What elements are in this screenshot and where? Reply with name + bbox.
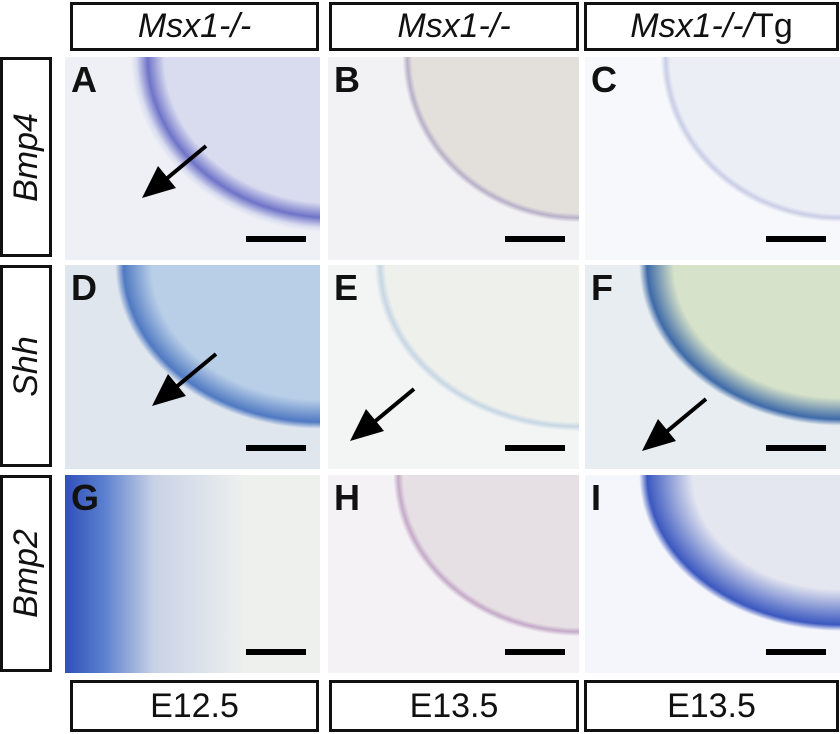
arrow-icon [642, 397, 708, 451]
genotype-label: Msx1-/- [137, 7, 252, 45]
transgene-label: Tg [753, 7, 793, 45]
gene-label: Bmp4 [6, 112, 45, 202]
panel-letter: E [334, 267, 359, 308]
scale-bar [766, 445, 826, 451]
scale-bar [246, 445, 306, 451]
scale-bar [505, 649, 565, 655]
column-header-1: Msx1-/- [70, 2, 319, 51]
panel-letter: I [591, 477, 602, 518]
genotype-label: Msx1-/-/ [630, 7, 754, 45]
gene-label: Shh [6, 335, 45, 397]
row-label-bmp4: Bmp4 [0, 57, 52, 257]
micrograph-panel: H [328, 475, 579, 673]
micrograph-panel: C [585, 57, 840, 260]
panel-letter: H [334, 477, 360, 518]
scale-bar [766, 649, 826, 655]
stage-label: E13.5 [667, 686, 756, 725]
scale-bar [766, 236, 826, 242]
scale-bar [505, 236, 565, 242]
arrow-icon [142, 144, 208, 198]
column-footer-2: E13.5 [329, 680, 579, 732]
stage-label: E12.5 [150, 686, 239, 725]
micrograph-panel: I [585, 475, 840, 673]
column-footer-3: E13.5 [584, 680, 839, 732]
micrograph-panel: D [65, 265, 320, 469]
panel-letter: C [591, 59, 617, 100]
scale-bar [246, 236, 306, 242]
panel-letter: B [334, 59, 360, 100]
column-header-3: Msx1-/-/Tg [584, 2, 839, 51]
scale-bar [505, 445, 565, 451]
column-footer-1: E12.5 [70, 680, 319, 732]
panel-letter: D [71, 267, 97, 308]
panel-letter: G [71, 477, 100, 518]
gene-label: Bmp2 [6, 529, 45, 618]
scale-bar [246, 649, 306, 655]
micrograph-panel: F [585, 265, 840, 469]
micrograph-panel: E [328, 265, 579, 469]
stage-label: E13.5 [409, 686, 499, 725]
column-header-2: Msx1-/- [329, 2, 579, 51]
arrow-icon [350, 387, 416, 441]
micrograph-panel: B [328, 57, 579, 260]
micrograph-panel: A [65, 57, 320, 260]
micrograph-panel: G [65, 475, 320, 673]
panel-letter: F [591, 267, 613, 308]
row-label-bmp2: Bmp2 [0, 475, 52, 672]
row-label-shh: Shh [0, 265, 52, 467]
panel-letter: A [71, 59, 97, 100]
arrow-icon [152, 352, 218, 406]
genotype-label: Msx1-/- [397, 7, 511, 45]
